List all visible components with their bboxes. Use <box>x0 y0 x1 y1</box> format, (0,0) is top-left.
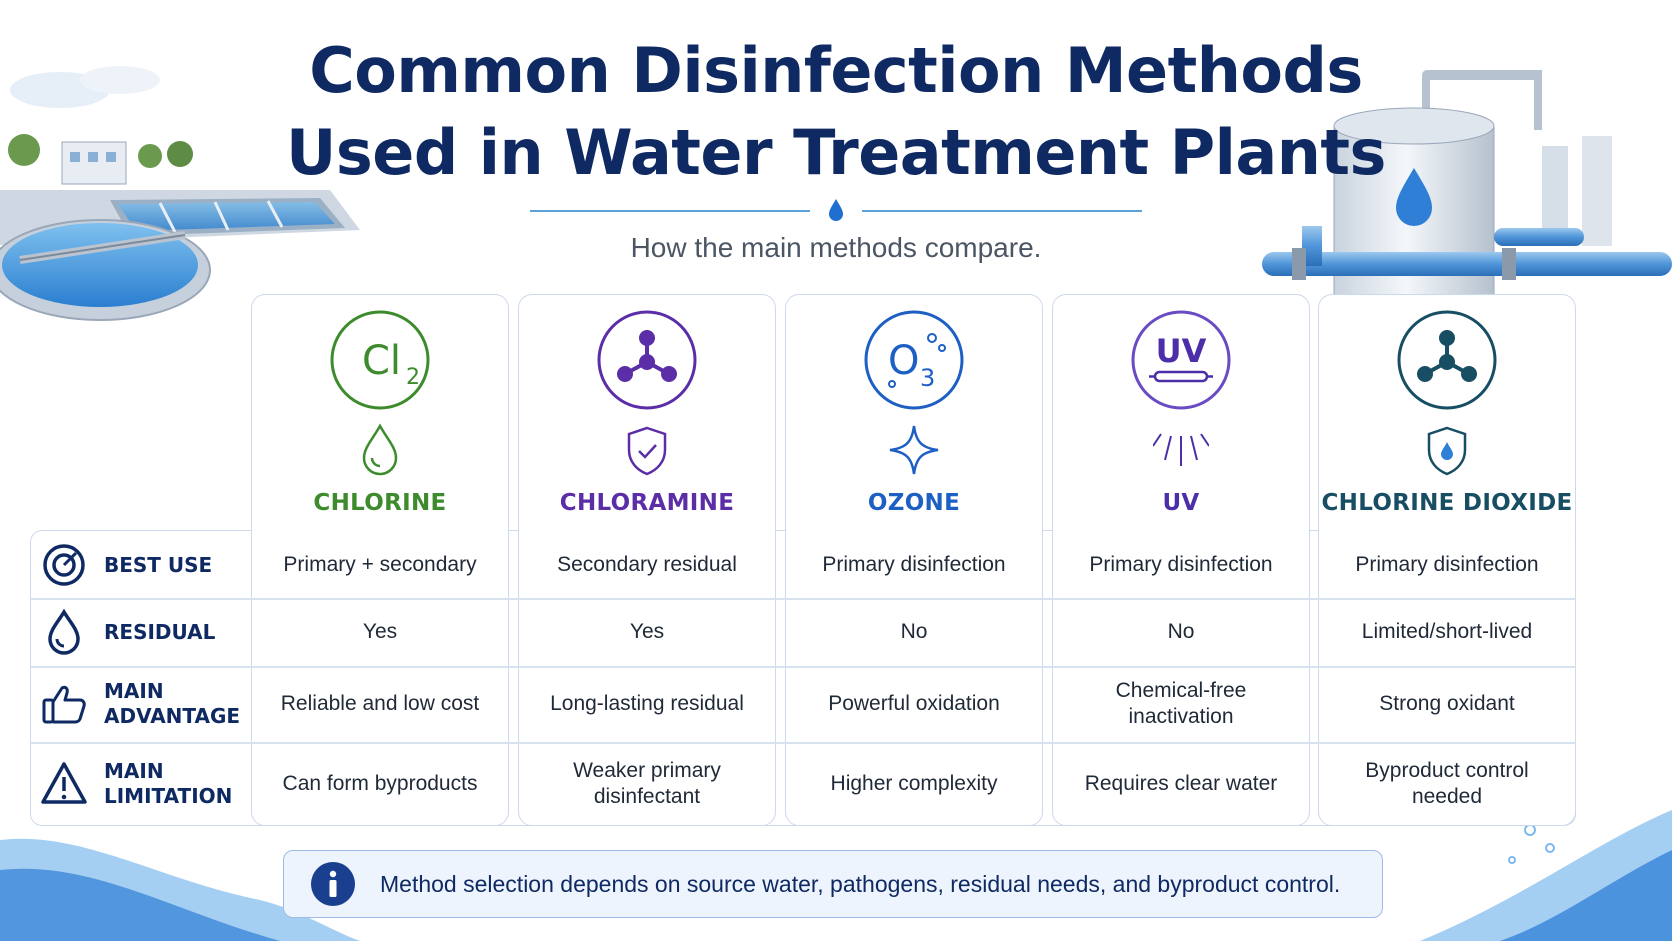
svg-text:Cl: Cl <box>362 338 401 384</box>
svg-text:3: 3 <box>920 364 935 392</box>
cell-limitation-ozone: Higher complexity <box>830 772 998 795</box>
water-drop-icon <box>362 423 398 476</box>
page-title: Common Disinfection Methods Used in Wate… <box>0 30 1672 194</box>
method-header-uv: UV UV <box>1052 294 1310 530</box>
drop-outline-icon <box>48 608 80 655</box>
cell-advantage-uv: Chemical-free inactivation <box>1115 679 1247 728</box>
cell-best-use-ozone: Primary disinfection <box>822 553 1006 576</box>
row-label-residual: RESIDUAL <box>40 600 250 664</box>
thumbs-up-icon <box>42 685 86 724</box>
note-text: Method selection depends on source water… <box>380 870 1341 897</box>
shield-drop-icon <box>1427 426 1467 476</box>
o3-formula-icon: O 3 <box>864 310 964 410</box>
sparkle-icon <box>889 425 939 475</box>
cell-best-use-chlorine-dioxide: Primary disinfection <box>1355 553 1539 576</box>
cell-limitation-chlorine: Can form byproducts <box>282 772 478 795</box>
cell-best-use-chloramine: Secondary residual <box>557 553 737 576</box>
title-line-1: Common Disinfection Methods <box>309 34 1363 107</box>
cell-limitation-chloramine: Weaker primary disinfectant <box>573 759 721 808</box>
title-line-2: Used in Water Treatment Plants <box>286 116 1386 189</box>
info-icon <box>311 862 355 906</box>
cell-advantage-chlorine-dioxide: Strong oxidant <box>1379 692 1515 715</box>
cell-residual-ozone: No <box>900 620 928 643</box>
method-name: UV <box>1162 490 1200 516</box>
subtitle: How the main methods compare. <box>630 232 1042 263</box>
cell-advantage-ozone: Powerful oxidation <box>828 692 1000 715</box>
method-name: CHLORINE <box>313 490 447 516</box>
method-header-ozone: O 3 OZONE <box>785 294 1043 530</box>
cell-limitation-uv: Requires clear water <box>1084 772 1278 795</box>
cell-advantage-chloramine: Long-lasting residual <box>550 692 744 715</box>
method-header-chloramine: CHLORAMINE <box>518 294 776 530</box>
svg-text:2: 2 <box>406 365 420 390</box>
column-card-chloramine <box>518 294 776 826</box>
selection-note: Method selection depends on source water… <box>283 850 1383 918</box>
method-header-chlorine: Cl 2 CHLORINE <box>251 294 509 530</box>
title-divider <box>530 196 1142 226</box>
cell-best-use-chlorine: Primary + secondary <box>283 553 477 576</box>
row-label-best-use: BEST USE <box>40 534 250 596</box>
svg-text:UV: UV <box>1156 332 1207 370</box>
cell-residual-chlorine-dioxide: Limited/short-lived <box>1361 620 1533 643</box>
cell-residual-chlorine: Yes <box>362 620 398 643</box>
cl2-formula-icon: Cl 2 <box>330 310 430 410</box>
row-label-main-limitation: MAIN LIMITATION <box>40 744 250 824</box>
svg-text:O: O <box>888 338 919 384</box>
method-name: CHLORINE DIOXIDE <box>1321 490 1573 516</box>
method-header-chlorine-dioxide: CHLORINE DIOXIDE <box>1318 294 1576 530</box>
target-icon <box>43 544 85 586</box>
molecule-icon <box>1397 310 1497 410</box>
cell-best-use-uv: Primary disinfection <box>1089 553 1273 576</box>
cell-residual-uv: No <box>1167 620 1195 643</box>
cell-advantage-chlorine: Reliable and low cost <box>280 692 480 715</box>
cell-limitation-chlorine-dioxide: Byproduct control needed <box>1365 759 1529 808</box>
uv-lamp-icon: UV <box>1131 310 1231 410</box>
light-rays-icon <box>1153 433 1209 466</box>
water-drop-icon <box>829 199 843 221</box>
method-name: OZONE <box>867 490 961 516</box>
molecule-icon <box>597 310 697 410</box>
method-name: CHLORAMINE <box>559 490 735 516</box>
warning-triangle-icon <box>41 762 87 804</box>
shield-check-icon <box>627 426 667 476</box>
cell-residual-chloramine: Yes <box>629 620 665 643</box>
row-label-main-advantage: MAIN ADVANTAGE <box>40 668 250 740</box>
